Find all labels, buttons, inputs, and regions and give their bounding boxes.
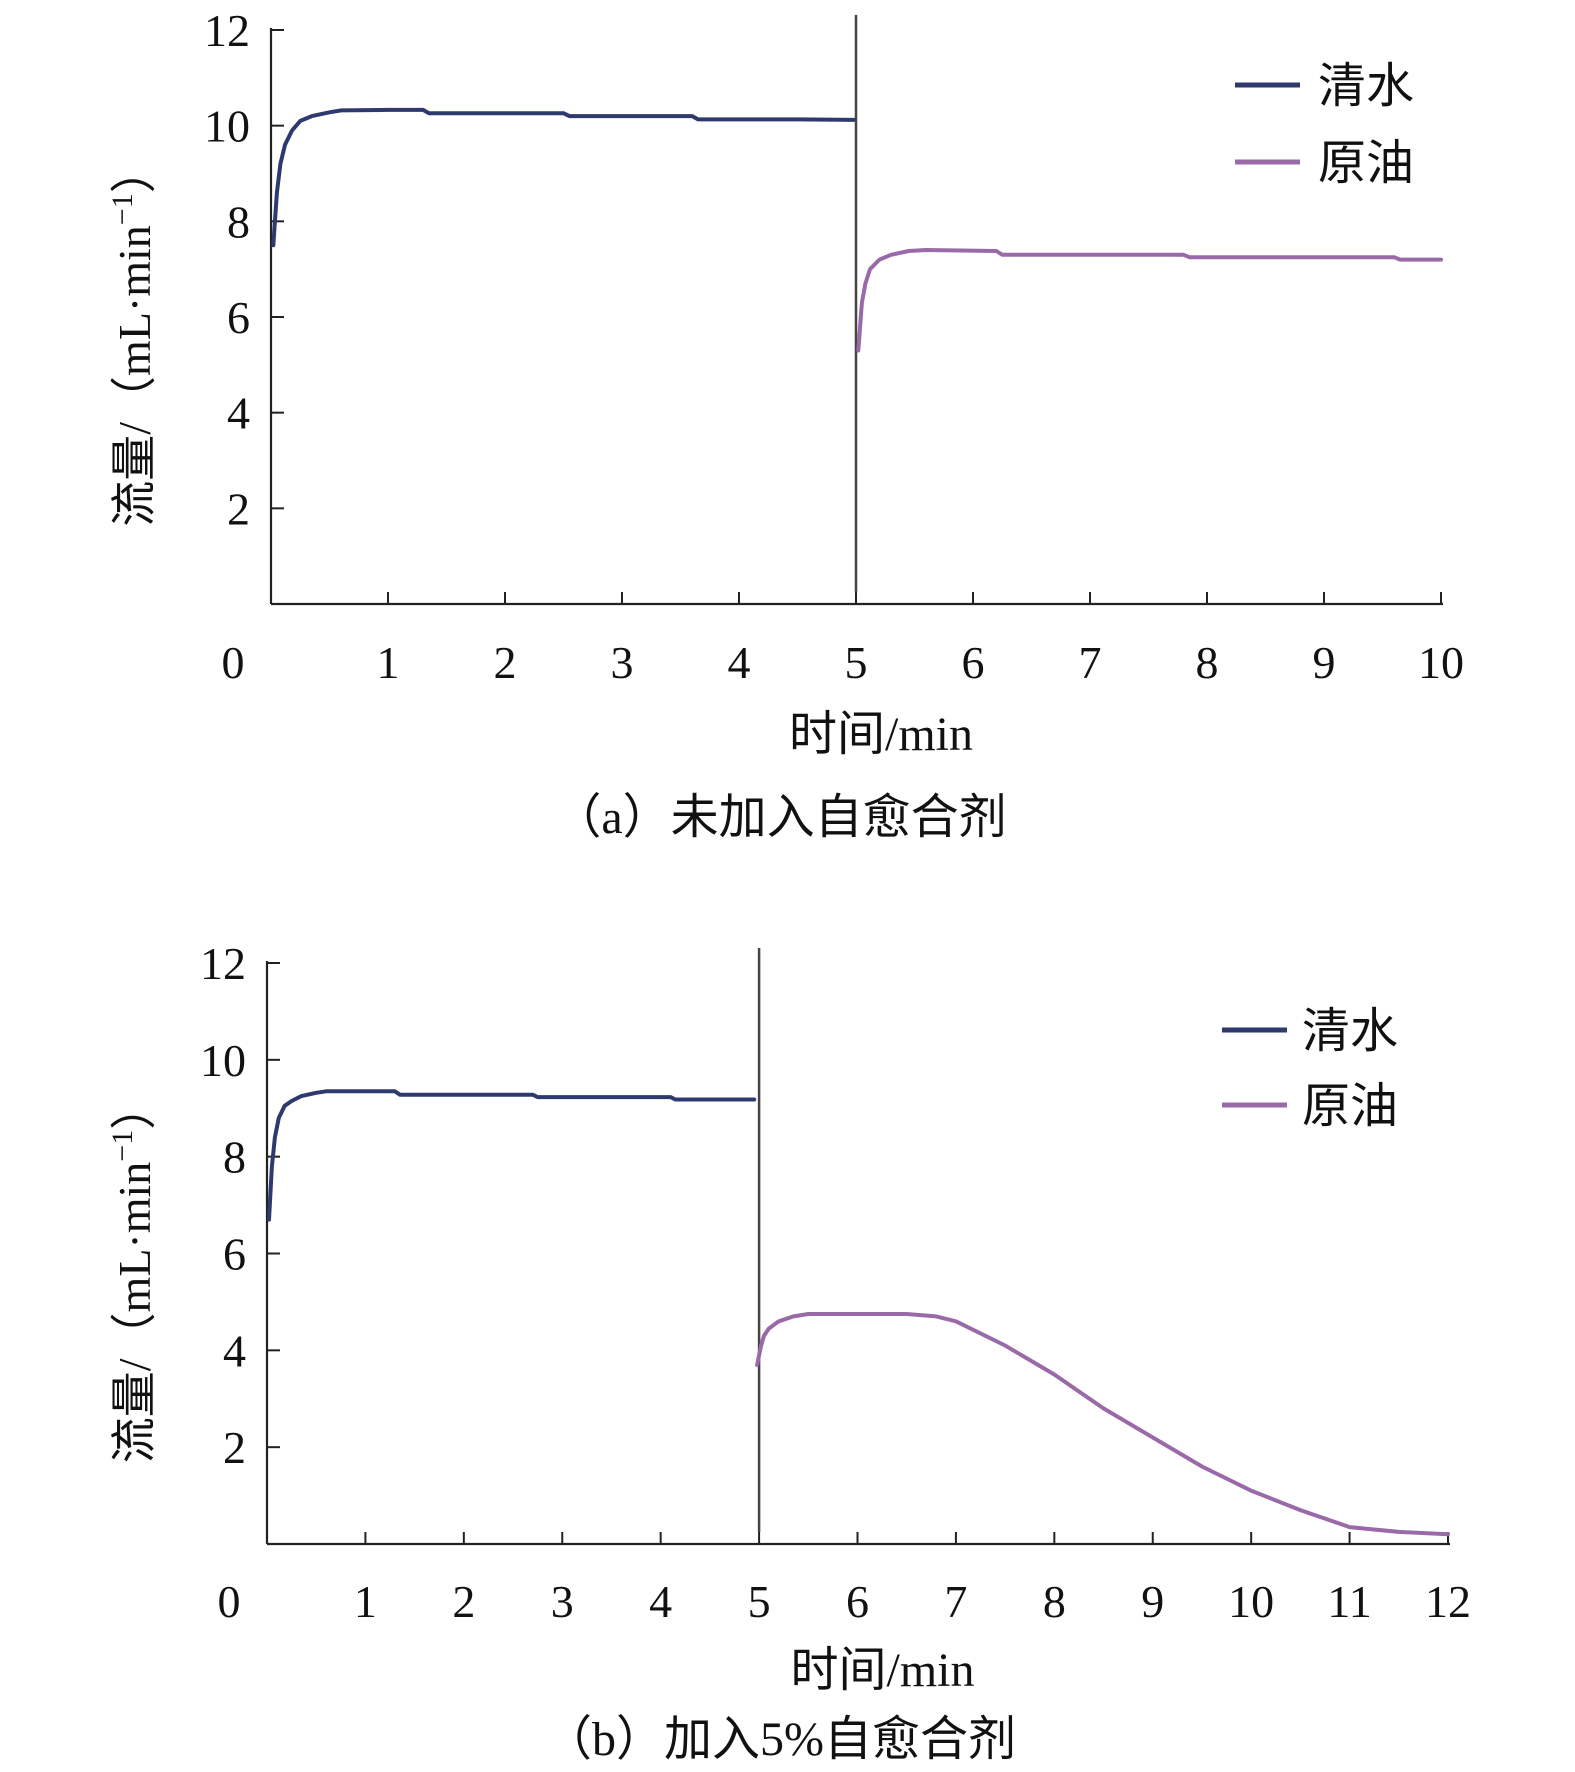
series-line-water [267,1089,757,1222]
y-axis-label: 流量/（mL·min−1） [106,1084,160,1463]
y-tick-label: 2 [223,1422,246,1473]
x-tick-label: 7 [1079,637,1102,688]
y-tick-label: 4 [227,388,250,439]
x-tick-label: 6 [846,1576,869,1627]
x-tick-label: 1 [354,1576,377,1627]
y-axis-label-main: 流量/（mL·min [109,1162,160,1464]
legend-label: 原油 [1302,1080,1398,1133]
x-tick-label: 4 [728,637,751,688]
x-tick-label: 0 [222,637,245,688]
y-axis-label-close: ） [109,1084,160,1130]
y-tick-label: 10 [204,101,250,152]
series-line-crude-oil [755,1312,1450,1537]
panel-caption: （b）加入5%自愈合剂 [544,1713,1016,1766]
y-axis-label-superscript: −1 [106,1130,139,1162]
legend-label: 清水 [1318,60,1414,113]
x-tick-label: 8 [1043,1576,1066,1627]
x-tick-label: 8 [1196,637,1219,688]
x-tick-label: 10 [1418,637,1464,688]
chart-panel-a: 0 1 2 3 4 5 6 7 8 9 1024681012清水原油时间/min流量/（mL·min… [106,5,1464,844]
x-tick-label: 9 [1313,637,1336,688]
y-axis-label-main: 流量/（mL·min [109,225,160,527]
y-tick-label: 12 [204,5,250,56]
x-axis-label: 时间/min [789,708,973,761]
x-axis-label: 时间/min [790,1644,974,1697]
x-tick-label: 12 [1425,1576,1471,1627]
x-tick-label: 2 [452,1576,475,1627]
legend-label: 原油 [1318,137,1414,190]
y-axis-label-superscript: −1 [106,193,139,225]
x-tick-label: 2 [494,637,517,688]
y-tick-label: 8 [227,196,250,247]
series-line-water [271,107,856,248]
x-tick-label: 5 [748,1576,771,1627]
y-tick-label: 8 [223,1132,246,1183]
x-tick-label: 10 [1228,1576,1274,1627]
series-line-crude-oil [856,248,1443,353]
y-tick-label: 12 [200,938,246,989]
x-tick-label: 5 [845,637,868,688]
x-tick-label: 11 [1327,1576,1371,1627]
chart-panel-b: 0 1 2 3 4 5 6 7 8 9 10 11 1224681012清水原油时间/min流量/（mL… [106,938,1471,1766]
legend-label: 清水 [1302,1005,1398,1058]
y-tick-label: 2 [227,483,250,534]
y-axis-label-close: ） [109,147,160,193]
y-axis-label: 流量/（mL·min−1） [106,147,160,526]
x-tick-label: 0 [218,1576,241,1627]
x-tick-label: 3 [611,637,634,688]
y-tick-label: 10 [200,1035,246,1086]
panel-caption: （a）未加入自愈合剂 [553,791,1006,844]
y-tick-label: 6 [223,1229,246,1280]
x-tick-label: 7 [944,1576,967,1627]
y-tick-label: 6 [227,292,250,343]
x-tick-label: 3 [551,1576,574,1627]
x-tick-label: 9 [1141,1576,1164,1627]
x-tick-label: 6 [962,637,985,688]
y-tick-label: 4 [223,1325,246,1376]
x-tick-label: 4 [649,1576,672,1627]
x-tick-label: 1 [377,637,400,688]
